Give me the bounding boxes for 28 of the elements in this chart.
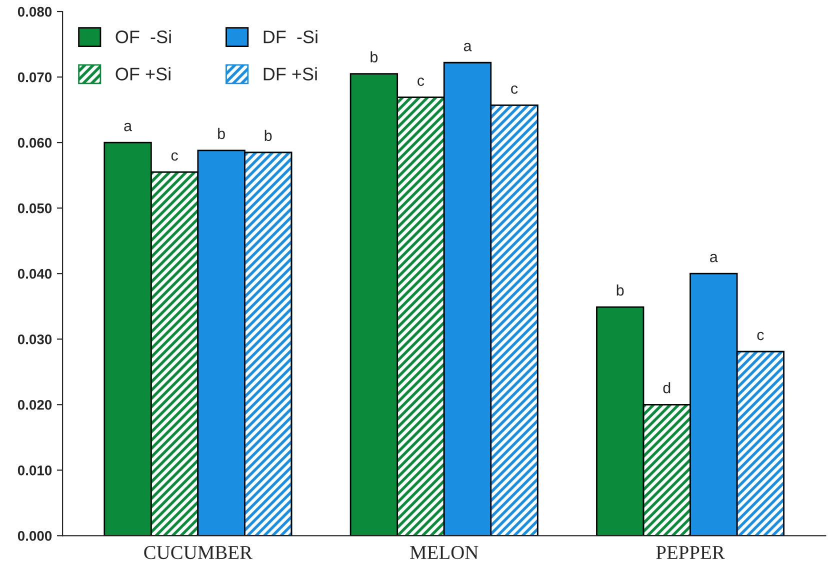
y-tick-label: 0.070 — [18, 72, 52, 82]
x-tick-label: PEPPER — [656, 546, 725, 559]
y-tick-label: 0.050 — [18, 203, 52, 214]
legend-label: OF -Si — [116, 30, 171, 44]
data-label: b — [616, 284, 624, 296]
legend-label: OF +Si — [116, 67, 170, 80]
legend-label: DF +Si — [264, 67, 317, 80]
data-label: b — [218, 128, 225, 140]
x-tick-label: MELON — [410, 546, 478, 560]
y-tick-label: 0.020 — [18, 400, 52, 410]
y-tick-label: 0.010 — [18, 465, 52, 476]
data-label: b — [370, 51, 378, 62]
data-label: a — [710, 254, 718, 262]
y-tick-label: 0.000 — [18, 531, 52, 541]
data-label: c — [757, 332, 764, 340]
data-label: c — [511, 85, 518, 94]
data-label: d — [663, 382, 670, 394]
data-label: a — [124, 122, 132, 132]
data-label: b — [264, 130, 272, 142]
y-tick-label: 0.030 — [18, 334, 52, 344]
x-tick-label: CUCUMBER — [144, 546, 252, 560]
data-label: c — [418, 78, 424, 86]
y-tick-label: 0.040 — [18, 268, 52, 279]
data-label: c — [171, 152, 178, 161]
legend-label: DF -Si — [264, 30, 318, 44]
y-tick-label: 0.080 — [18, 6, 52, 17]
data-label: a — [464, 42, 472, 52]
y-tick-label: 0.060 — [18, 138, 52, 148]
